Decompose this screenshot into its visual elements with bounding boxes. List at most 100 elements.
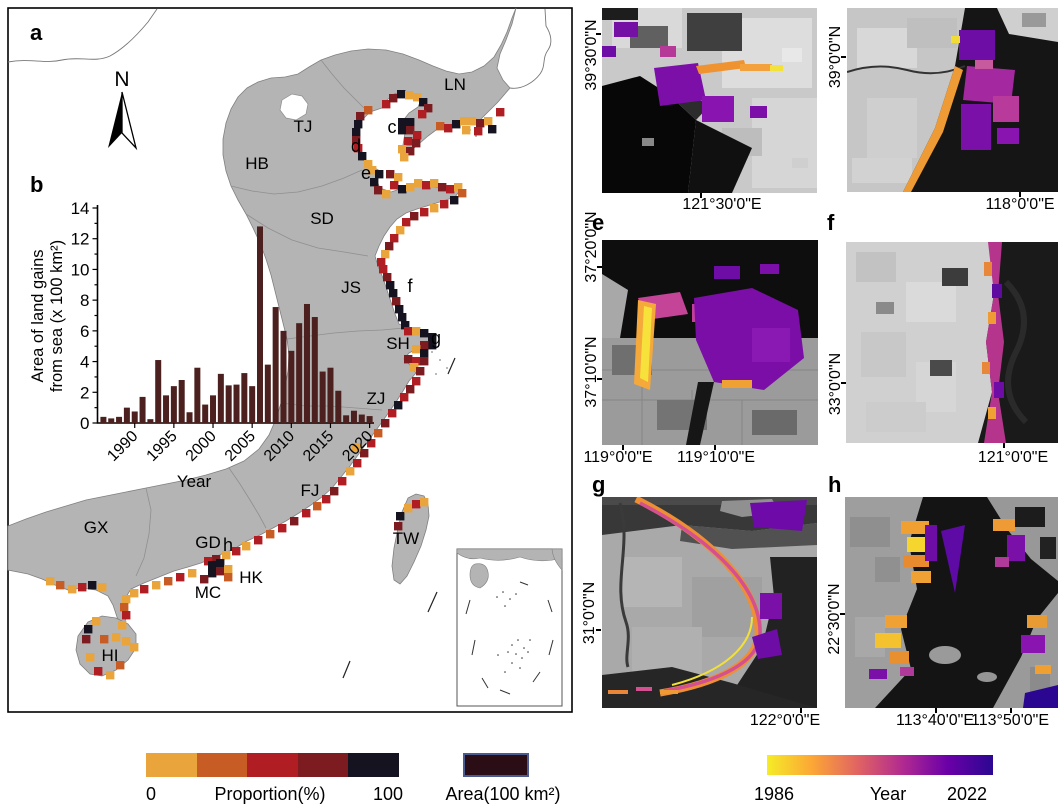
coast-cell <box>338 477 347 486</box>
year-min-label: 1986 <box>753 784 795 804</box>
province-label: TW <box>393 529 419 548</box>
panel-g-xtick <box>800 708 802 713</box>
coast-cell <box>468 117 477 126</box>
coast-cell <box>56 581 65 590</box>
coast-cell <box>78 583 87 592</box>
panel-f-xlabel: 121°0'0"E <box>977 449 1049 466</box>
panel-d-ytick <box>841 56 846 58</box>
site-letter-label: h <box>223 535 233 555</box>
country-border-line-ne <box>509 8 552 89</box>
coast-cell <box>374 429 383 438</box>
bar <box>350 410 357 423</box>
coast-cell <box>419 98 428 107</box>
coast-cell <box>405 91 414 100</box>
coast-cell <box>122 637 131 646</box>
coast-cell <box>410 363 419 372</box>
bar <box>186 412 193 423</box>
coast-cell <box>398 126 407 135</box>
bar <box>233 384 240 423</box>
coast-cell <box>420 329 429 338</box>
satellite-panel-h <box>845 497 1058 708</box>
coast-cell <box>386 170 395 179</box>
coast-cell <box>130 643 139 652</box>
coast-cell <box>462 126 471 135</box>
province-label: JS <box>341 278 361 297</box>
map-labels: LN TJ HB SD JS SH ZJ FJ GX GD HK MC HI TW c de f g h a b N <box>30 20 466 665</box>
bar <box>116 416 123 423</box>
y-tick-label: 14 <box>71 199 90 218</box>
coast-cell <box>398 185 407 194</box>
panel-a-letter: a <box>30 20 43 45</box>
coast-cell <box>381 250 390 259</box>
coast-cell <box>353 459 362 468</box>
coast-cell <box>385 242 394 251</box>
coast-cell <box>352 443 361 452</box>
coast-cell <box>176 573 185 582</box>
coast-cell <box>440 200 449 209</box>
coast-cell <box>397 90 406 99</box>
mainland-provinces <box>7 7 517 628</box>
coast-cell <box>254 536 263 545</box>
panel-d-xlabel: 118°0'0"E <box>985 196 1055 213</box>
coast-cell <box>354 120 363 129</box>
coast-cell <box>394 401 403 410</box>
province-label: HI <box>102 646 119 665</box>
panel-h-xlabel-left: 113°40'0"E <box>895 712 975 729</box>
coast-cell <box>374 186 383 195</box>
coast-proportion-cells <box>46 90 505 680</box>
bar <box>108 418 115 423</box>
bar <box>225 385 232 423</box>
coast-cell <box>106 671 115 680</box>
coast-cell <box>406 385 415 394</box>
coast-cell <box>216 559 225 568</box>
coast-cell <box>367 439 376 448</box>
coast-cell <box>208 561 217 570</box>
bar <box>155 360 162 423</box>
coast-cell <box>386 281 395 290</box>
coast-cell <box>412 377 421 386</box>
coast-cell <box>422 181 431 190</box>
panel-f-letter: f <box>827 210 835 235</box>
coast-cell <box>428 333 437 342</box>
coast-cell <box>208 569 217 578</box>
coast-cell <box>398 145 407 154</box>
bar <box>100 416 107 423</box>
province-label: SD <box>310 209 334 228</box>
bar <box>358 414 365 423</box>
panel-h-xtick-left <box>935 708 937 713</box>
coast-cell <box>86 653 95 662</box>
bar <box>249 386 256 423</box>
coast-cell <box>474 127 483 136</box>
coast-cell <box>418 110 427 119</box>
area-legend-swatch <box>463 753 529 777</box>
bar <box>131 411 138 423</box>
panel-e-letter: e <box>592 210 605 235</box>
coast-cell <box>394 173 403 182</box>
coast-cell <box>412 345 421 354</box>
bar <box>343 415 350 423</box>
coast-cell <box>388 409 397 418</box>
panel-c-xtick <box>700 193 702 198</box>
bar <box>319 371 326 423</box>
panel-g-ylabel: 31°0'0"N <box>581 581 598 645</box>
site-letter-label: d <box>351 136 361 156</box>
y-tick-label: 0 <box>80 414 89 433</box>
coast-cell <box>420 341 429 350</box>
coast-cell <box>188 569 197 578</box>
coast-cell <box>402 218 411 227</box>
coast-cell <box>404 327 413 336</box>
province-label: GD <box>195 533 221 552</box>
coast-cell <box>224 565 233 574</box>
coast-cell <box>290 517 299 526</box>
chart-ylabel-line2: from sea (x 100 km²) <box>48 240 66 392</box>
coast-cell <box>406 126 415 135</box>
panel-c-ylabel: 39°30'0"N <box>583 19 600 91</box>
province-label: SH <box>386 334 410 353</box>
coast-cell <box>382 190 391 199</box>
panel-e-xlabel-left: 119°0'0"E <box>583 449 653 466</box>
chart-xlabel: Year <box>177 472 212 491</box>
satellite-panel-e <box>602 240 818 445</box>
coast-cell <box>164 577 173 586</box>
coast-cell <box>406 118 415 127</box>
coast-cell <box>404 137 413 146</box>
